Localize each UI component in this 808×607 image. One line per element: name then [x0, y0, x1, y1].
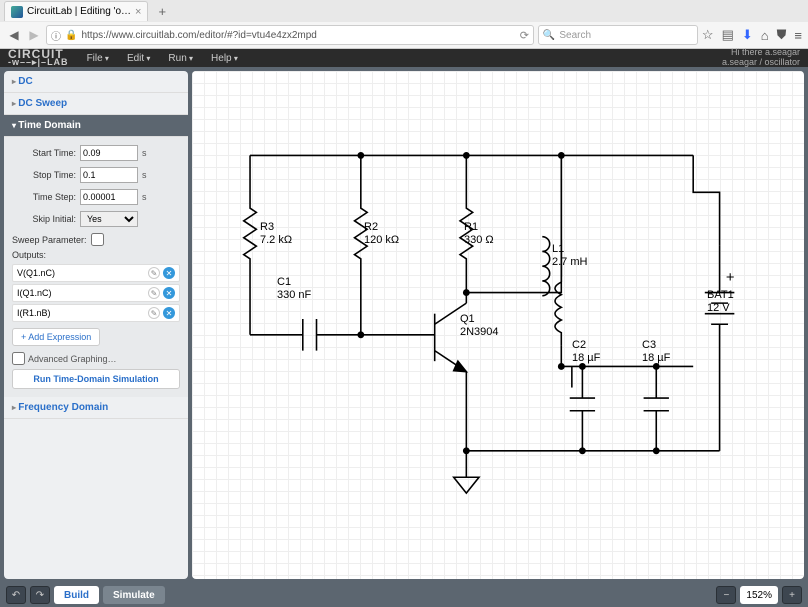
edit-output-icon[interactable]: ✎ [148, 267, 160, 279]
simulate-mode-button[interactable]: Simulate [103, 586, 165, 604]
edit-output-icon[interactable]: ✎ [148, 307, 160, 319]
app-footer: ↶ ↷ Build Simulate − 152% + [0, 583, 808, 607]
label-bat1: BAT112 V [707, 289, 734, 315]
lock-icon: 🔒 [65, 30, 77, 41]
menu-help[interactable]: Help [203, 51, 246, 66]
url-text: https://www.circuitlab.com/editor/#?id=v… [81, 30, 515, 41]
skip-initial-label: Skip Initial: [12, 214, 76, 224]
app-logo[interactable]: CIRCUIT -ᴡ––▸|–LAB [8, 50, 69, 67]
bookmark-icon[interactable]: ☆ [702, 27, 714, 43]
start-time-label: Start Time: [12, 148, 76, 158]
user-info[interactable]: Hi there a.seagar a.seagar / oscillator [722, 48, 800, 68]
schematic-canvas[interactable]: + [192, 71, 804, 579]
run-simulation-button[interactable]: Run Time-Domain Simulation [12, 369, 180, 389]
label-c1: C1330 nF [277, 276, 311, 302]
output-row[interactable]: I(R1.nB) ✎✕ [12, 304, 180, 322]
remove-output-icon[interactable]: ✕ [163, 287, 175, 299]
back-button[interactable]: ◀ [6, 27, 22, 43]
label-r2: R2120 kΩ [364, 221, 399, 247]
time-step-label: Time Step: [12, 192, 76, 202]
menu-edit[interactable]: Edit [119, 51, 158, 66]
add-expression-button[interactable]: + Add Expression [12, 328, 100, 346]
zoom-out-button[interactable]: − [716, 586, 736, 604]
pocket-icon[interactable]: ▤ [722, 27, 734, 43]
stop-time-input[interactable] [80, 167, 138, 183]
label-r1: R1330 Ω [464, 221, 494, 247]
label-c3: C318 µF [642, 339, 670, 365]
undo-button[interactable]: ↶ [6, 586, 26, 604]
search-placeholder: Search [559, 30, 591, 41]
skip-initial-select[interactable]: Yes [80, 211, 138, 227]
tab-favicon [11, 6, 23, 18]
time-domain-panel: Start Time: s Stop Time: s Time Step: s … [4, 137, 188, 397]
home-icon[interactable]: ⌂ [761, 28, 769, 43]
panel-freq-domain[interactable]: Frequency Domain [4, 397, 188, 419]
start-time-input[interactable] [80, 145, 138, 161]
browser-nav-bar: ◀ ▶ ⓘ 🔒 https://www.circuitlab.com/edito… [0, 22, 808, 48]
url-bar[interactable]: ⓘ 🔒 https://www.circuitlab.com/editor/#?… [46, 25, 534, 45]
svg-text:+: + [726, 270, 735, 286]
label-q1: Q12N3904 [460, 313, 499, 339]
panel-dc-sweep[interactable]: DC Sweep [4, 93, 188, 115]
remove-output-icon[interactable]: ✕ [163, 267, 175, 279]
menu-icon[interactable]: ≡ [794, 28, 802, 43]
redo-button[interactable]: ↷ [30, 586, 50, 604]
label-c2: C218 µF [572, 339, 600, 365]
menu-file[interactable]: File [79, 51, 117, 66]
advanced-graphing-checkbox[interactable] [12, 352, 25, 365]
zoom-level[interactable]: 152% [740, 586, 778, 604]
browser-search[interactable]: 🔍 Search [538, 25, 698, 45]
stop-time-label: Stop Time: [12, 170, 76, 180]
forward-button[interactable]: ▶ [26, 27, 42, 43]
time-step-input[interactable] [80, 189, 138, 205]
output-row[interactable]: I(Q1.nC) ✎✕ [12, 284, 180, 302]
shield-icon[interactable]: ⛊ [777, 27, 787, 43]
search-icon: 🔍 [543, 30, 555, 41]
edit-output-icon[interactable]: ✎ [148, 287, 160, 299]
zoom-in-button[interactable]: + [782, 586, 802, 604]
sweep-param-label: Sweep Parameter: [12, 235, 87, 245]
label-r3: R37.2 kΩ [260, 221, 292, 247]
menu-run[interactable]: Run [160, 51, 201, 66]
sweep-param-checkbox[interactable] [91, 233, 104, 246]
reload-icon[interactable]: ⟳ [520, 29, 529, 42]
remove-output-icon[interactable]: ✕ [163, 307, 175, 319]
new-tab-button[interactable]: + [154, 4, 170, 19]
panel-dc[interactable]: DC [4, 71, 188, 93]
outputs-label: Outputs: [12, 250, 180, 260]
panel-time-domain[interactable]: Time Domain [4, 115, 188, 137]
app-header: CIRCUIT -ᴡ––▸|–LAB File Edit Run Help Hi… [0, 49, 808, 67]
simulation-sidebar: DC DC Sweep Time Domain Start Time: s St… [4, 71, 188, 579]
browser-tab[interactable]: CircuitLab | Editing 'o… × [4, 1, 148, 21]
info-icon[interactable]: ⓘ [51, 28, 61, 43]
output-row[interactable]: V(Q1.nC) ✎✕ [12, 264, 180, 282]
tab-title: CircuitLab | Editing 'o… [27, 6, 131, 17]
close-tab-icon[interactable]: × [135, 6, 141, 18]
label-l1: L12.7 mH [552, 243, 587, 269]
build-mode-button[interactable]: Build [54, 586, 99, 604]
downloads-icon[interactable]: ⬇ [742, 27, 753, 43]
browser-tab-bar: CircuitLab | Editing 'o… × + [0, 0, 808, 22]
